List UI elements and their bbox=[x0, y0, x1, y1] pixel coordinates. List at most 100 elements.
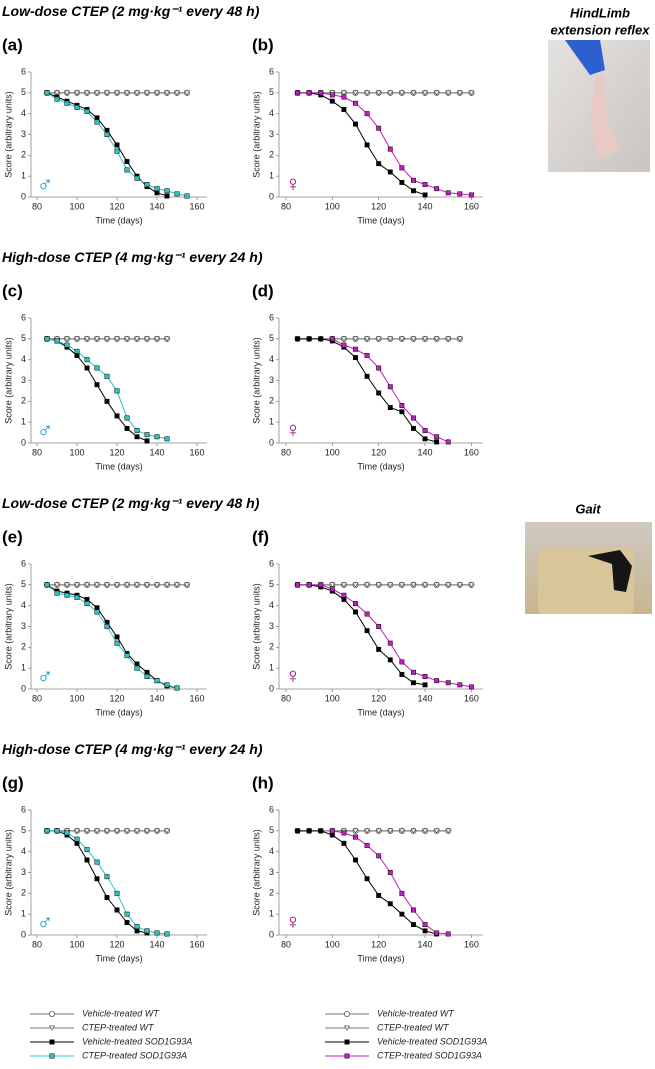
marker bbox=[341, 830, 347, 836]
marker bbox=[134, 928, 140, 934]
marker bbox=[74, 836, 80, 842]
marker bbox=[164, 193, 170, 199]
marker bbox=[399, 165, 405, 171]
marker bbox=[422, 582, 429, 588]
marker bbox=[434, 186, 440, 192]
marker bbox=[318, 336, 324, 342]
marker bbox=[84, 365, 90, 371]
marker bbox=[124, 159, 130, 165]
marker bbox=[84, 857, 90, 863]
marker bbox=[93, 336, 101, 342]
legend-label: Vehicle-treated WT bbox=[82, 1008, 160, 1018]
y-axis-label: Score (arbitrary units) bbox=[3, 583, 13, 670]
marker bbox=[306, 90, 312, 96]
x-tick-label: 120 bbox=[371, 693, 386, 703]
marker bbox=[164, 682, 170, 688]
marker bbox=[411, 415, 416, 421]
y-tick-label: 0 bbox=[21, 929, 26, 939]
y-tick-label: 6 bbox=[21, 558, 26, 568]
marker bbox=[124, 415, 130, 421]
marker bbox=[144, 669, 150, 675]
marker bbox=[174, 685, 180, 691]
marker bbox=[376, 390, 382, 396]
marker bbox=[434, 434, 440, 440]
panel: (d)Score (arbitrary units)Time (days)012… bbox=[251, 281, 483, 471]
marker bbox=[445, 190, 451, 196]
marker bbox=[422, 90, 429, 96]
marker bbox=[445, 90, 452, 96]
marker bbox=[153, 336, 161, 342]
marker bbox=[306, 336, 312, 342]
x-tick-label: 120 bbox=[109, 201, 124, 211]
marker bbox=[364, 353, 370, 358]
x-axis-label: Time (days) bbox=[95, 461, 142, 471]
marker bbox=[134, 434, 140, 440]
panel-label: (h) bbox=[252, 773, 274, 792]
marker bbox=[364, 582, 371, 588]
x-tick-label: 80 bbox=[32, 447, 42, 457]
y-axis-label: Score (arbitrary units) bbox=[251, 829, 261, 916]
sex-symbol: ♀ bbox=[285, 171, 302, 196]
marker bbox=[73, 582, 81, 588]
x-tick-label: 160 bbox=[464, 201, 479, 211]
sex-symbol: ♀ bbox=[285, 909, 302, 934]
panel: (e)Score (arbitrary units)Time (days)012… bbox=[2, 527, 207, 717]
marker bbox=[353, 100, 358, 106]
panel-label: (c) bbox=[2, 281, 23, 300]
marker bbox=[124, 920, 130, 925]
y-tick-label: 1 bbox=[21, 909, 26, 919]
legend-entry: Vehicle-treated WT bbox=[325, 1008, 455, 1018]
marker bbox=[154, 190, 160, 196]
marker bbox=[153, 582, 161, 588]
marker bbox=[329, 582, 336, 588]
sex-symbol: ♂ bbox=[37, 663, 54, 688]
marker bbox=[53, 90, 61, 96]
x-axis-label: Time (days) bbox=[357, 215, 404, 225]
x-tick-label: 80 bbox=[281, 201, 291, 211]
marker bbox=[104, 398, 110, 404]
x-tick-label: 100 bbox=[325, 939, 340, 949]
legend-entry: CTEP-treated WT bbox=[30, 1022, 155, 1032]
y-tick-label: 3 bbox=[269, 375, 274, 385]
marker bbox=[352, 90, 359, 96]
marker bbox=[433, 90, 440, 96]
marker bbox=[353, 857, 358, 863]
marker bbox=[133, 828, 141, 834]
marker bbox=[143, 582, 151, 588]
x-tick-label: 120 bbox=[371, 201, 386, 211]
marker bbox=[411, 177, 416, 183]
marker bbox=[375, 336, 382, 342]
marker bbox=[74, 348, 80, 354]
y-tick-label: 5 bbox=[21, 825, 26, 835]
marker bbox=[398, 828, 405, 834]
x-tick-label: 160 bbox=[189, 693, 204, 703]
marker bbox=[410, 336, 417, 342]
y-tick-label: 2 bbox=[21, 396, 26, 406]
marker bbox=[387, 146, 393, 152]
panel-label: (b) bbox=[252, 35, 274, 54]
marker bbox=[54, 828, 60, 834]
y-tick-label: 1 bbox=[269, 663, 274, 673]
x-tick-label: 80 bbox=[32, 939, 42, 949]
marker bbox=[154, 434, 160, 440]
y-tick-label: 3 bbox=[269, 867, 274, 877]
legend-label: CTEP-treated WT bbox=[377, 1022, 450, 1032]
marker bbox=[184, 193, 190, 199]
marker bbox=[399, 671, 405, 677]
marker bbox=[84, 601, 90, 607]
y-axis-label: Score (arbitrary units) bbox=[3, 829, 13, 916]
panel-label: (g) bbox=[2, 773, 24, 792]
legend-label: CTEP-treated SOD1G93A bbox=[377, 1050, 482, 1060]
marker bbox=[74, 104, 80, 110]
y-tick-label: 6 bbox=[269, 66, 274, 76]
marker bbox=[399, 659, 405, 665]
x-tick-label: 80 bbox=[281, 939, 291, 949]
y-tick-label: 0 bbox=[21, 437, 26, 447]
marker bbox=[399, 890, 405, 896]
x-tick-label: 100 bbox=[325, 693, 340, 703]
marker bbox=[376, 624, 382, 629]
marker bbox=[54, 590, 60, 596]
y-tick-label: 6 bbox=[21, 312, 26, 322]
marker bbox=[422, 922, 428, 928]
